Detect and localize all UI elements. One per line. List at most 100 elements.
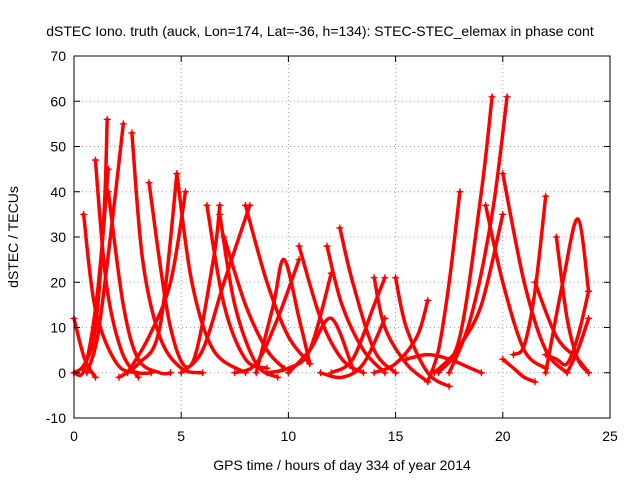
data-point-marker [370,274,378,282]
data-point-marker [531,378,539,386]
data-point-marker [585,287,593,295]
series-pass-35 [482,201,550,372]
series-pass-37 [499,355,539,386]
series-line [318,316,387,380]
y-tick-label: 50 [50,139,66,155]
series-pass-20 [252,257,314,377]
series-line [130,131,205,375]
series-pass-41 [542,217,593,377]
data-point-marker [510,351,518,359]
data-point-marker [119,120,127,128]
series-line [501,171,569,375]
data-point-marker [499,355,507,363]
y-tick-label: 30 [50,229,66,245]
series-line [117,171,179,380]
data-point-marker [424,378,432,386]
data-point-marker [456,188,464,196]
x-tick-label: 25 [602,428,618,444]
data-point-marker [166,369,174,377]
data-point-marker [242,201,250,209]
data-point-marker [402,355,410,363]
data-point-marker [359,369,367,377]
x-tick-label: 10 [281,428,297,444]
data-point-marker [284,369,292,377]
data-point-marker [199,369,207,377]
series-line [243,203,312,366]
data-point-marker [531,278,539,286]
series-pass-43 [563,314,593,377]
series-line [254,257,312,375]
series-line [372,275,430,384]
series-pass-26 [327,274,389,377]
data-point-marker [295,242,303,250]
series-line [93,158,141,380]
data-point-marker [445,369,453,377]
data-point-marker [430,369,438,377]
data-point-marker [145,179,153,187]
series-line [222,235,286,370]
data-point-marker [336,224,344,232]
data-point-marker [499,210,507,218]
series-line [329,275,387,375]
series-pass-23 [336,224,400,377]
series-pass-28 [392,274,453,390]
data-point-marker [552,233,560,241]
data-point-marker [381,274,389,282]
series-pass-34 [430,210,507,377]
series-line [565,316,591,375]
series-layer [70,93,593,390]
series-pass-40 [552,233,593,377]
series-pass-24 [295,242,367,377]
series-line [286,316,355,375]
data-point-marker [542,192,550,200]
data-point-marker [173,170,181,178]
data-point-marker [392,369,400,377]
data-point-marker [499,170,507,178]
data-point-marker [445,382,453,390]
x-tick-label: 20 [495,428,511,444]
y-tick-label: 70 [50,48,66,64]
data-point-marker [181,188,189,196]
y-tick-label: 0 [58,365,66,381]
data-point-marker [370,369,378,377]
series-pass-42 [542,287,593,367]
data-point-marker [482,201,490,209]
data-point-marker [327,369,335,377]
x-tick-label: 5 [177,428,185,444]
series-line [179,203,252,375]
data-point-marker [220,233,228,241]
data-point-marker [231,369,239,377]
series-line [511,194,548,357]
data-point-marker [252,369,260,377]
series-line [338,226,398,375]
series-pass-29 [370,296,432,377]
series-pass-06 [91,156,142,381]
series-pass-04 [80,210,155,377]
data-point-marker [104,188,112,196]
series-line [297,244,366,375]
data-point-marker [80,210,88,218]
series-line [483,203,548,370]
data-point-marker [104,165,112,173]
series-line [432,212,505,375]
y-tick-label: 40 [50,184,66,200]
y-tick-label: -10 [46,410,66,426]
data-point-marker [134,373,142,381]
series-pass-18 [231,256,303,377]
data-point-marker [323,242,331,250]
data-point-marker [274,373,282,381]
series-line [81,212,153,376]
data-point-marker [124,369,132,377]
data-point-marker [542,369,550,377]
data-point-marker [563,369,571,377]
data-point-marker [115,373,123,381]
series-pass-38 [510,192,550,359]
series-pass-16 [220,233,288,372]
data-point-marker [177,369,185,377]
series-pass-13 [203,201,271,372]
data-point-marker [585,314,593,322]
data-point-marker [83,369,91,377]
series-line [426,190,462,384]
x-axis-title: GPS time / hours of day 334 of year 2014 [213,457,471,473]
